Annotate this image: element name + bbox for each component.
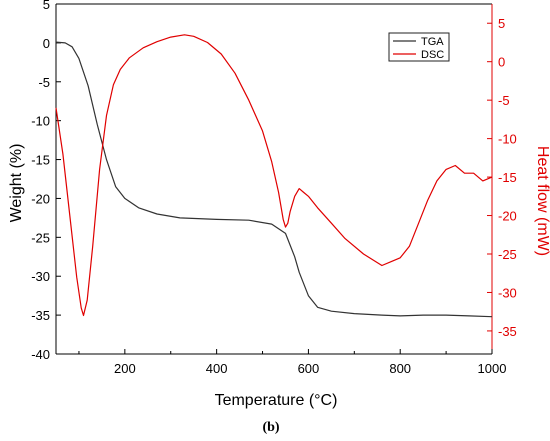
legend-box (388, 32, 450, 62)
y-tick-label-right: -20 (498, 209, 517, 224)
legend: TGA DSC (388, 32, 450, 62)
series-line-dsc (55, 34, 493, 317)
y-tick-label-left: -15 (31, 153, 50, 168)
y-tick-label-right: 0 (498, 55, 505, 70)
series-line-tga (55, 41, 493, 318)
series-layer (55, 34, 493, 318)
figure-caption: (b) (262, 420, 279, 435)
y-tick-label-right: -15 (498, 170, 517, 185)
y-tick-label-right: 5 (498, 16, 505, 31)
y-tick-label-left: -25 (31, 230, 50, 245)
y-tick-label-right: -10 (498, 132, 517, 147)
y-tick-label-left: -20 (31, 191, 50, 206)
x-tick-label: 400 (206, 361, 228, 376)
y-tick-label-left: -5 (38, 75, 50, 90)
y-tick-label-right: -30 (498, 285, 517, 300)
y-axis-title-left: Weight (%) (8, 144, 25, 223)
y-tick-label-left: -40 (31, 347, 50, 362)
legend-label-tga: TGA (421, 36, 444, 48)
tick-labels: 200 400 600 800 1000 5 0 -5 -10 -15 -20 -25 -30 -35 -4… (31, 0, 517, 376)
y-tick-label-right: -35 (498, 324, 517, 339)
x-tick-label: 1000 (478, 361, 507, 376)
y-tick-label-right: -5 (498, 93, 510, 108)
y-tick-label-left: -35 (31, 308, 50, 323)
legend-label-dsc: DSC (421, 49, 444, 61)
y-axis-title-right: Heat flow (mW) (534, 146, 550, 256)
x-tick-label: 600 (298, 361, 320, 376)
y-tick-label-left: 5 (43, 0, 50, 12)
y-tick-label-left: -30 (31, 269, 50, 284)
y-tick-label-right: -25 (498, 247, 517, 262)
x-tick-label: 200 (114, 361, 136, 376)
axes-layer (55, 3, 493, 355)
y-tick-label-left: -10 (31, 114, 50, 129)
x-tick-label: 800 (389, 361, 411, 376)
x-axis-title: Temperature (°C) (215, 392, 338, 409)
y-tick-label-left: 0 (43, 36, 50, 51)
